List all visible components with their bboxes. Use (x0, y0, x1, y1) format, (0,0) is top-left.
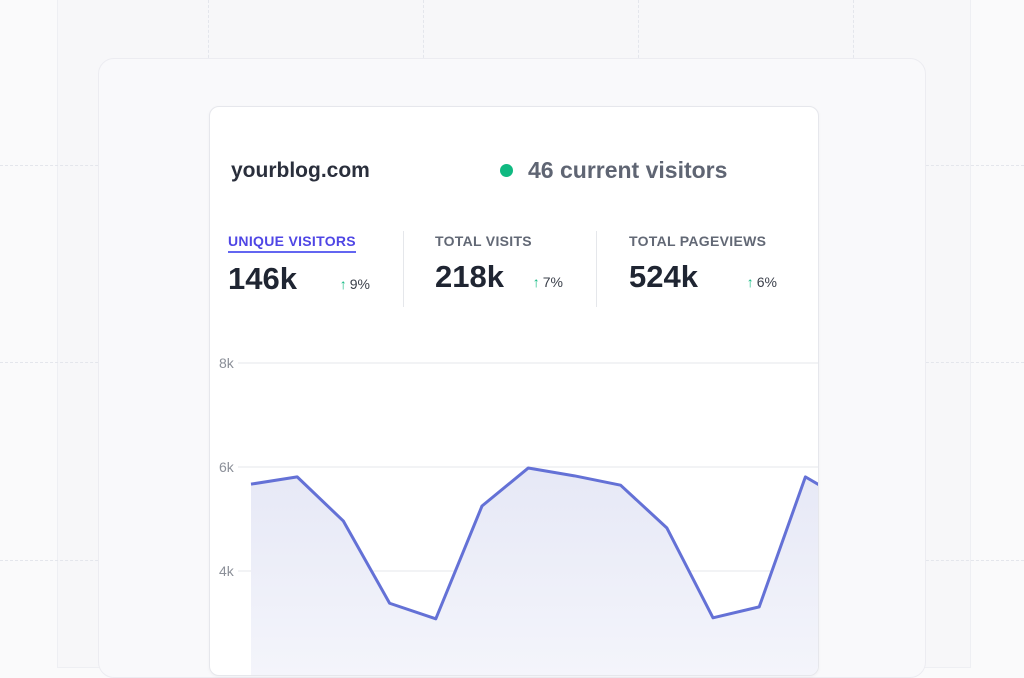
area-fill (251, 468, 819, 676)
y-tick-label: 6k (219, 459, 235, 475)
y-tick-label: 8k (219, 355, 235, 371)
y-tick-label: 4k (219, 563, 235, 579)
visitors-chart: 8k 6k 4k (210, 107, 819, 676)
analytics-card: yourblog.com 46 current visitors UNIQUE … (209, 106, 819, 676)
